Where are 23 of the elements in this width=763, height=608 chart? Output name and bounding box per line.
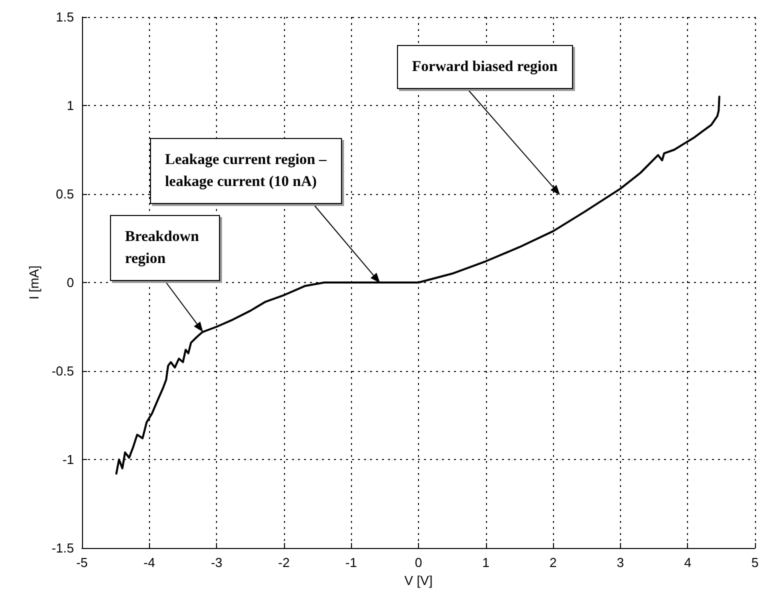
x-tick-label: 4 xyxy=(684,555,692,570)
y-tick-label: 0 xyxy=(66,275,74,290)
y-tick-label: -1.5 xyxy=(52,540,74,556)
x-tick-label: 3 xyxy=(616,555,624,570)
x-tick-label: -2 xyxy=(278,555,290,570)
x-tick-label: 5 xyxy=(751,555,759,570)
x-tick-label: -4 xyxy=(144,555,156,570)
y-tick-label: -0.5 xyxy=(52,364,74,378)
x-tick-label: 2 xyxy=(549,555,557,570)
y-tick-label: -1 xyxy=(62,452,74,467)
x-tick-label: 0 xyxy=(414,555,422,570)
x-tick-label: -3 xyxy=(210,555,222,570)
x-tick-label: 1 xyxy=(482,555,490,570)
x-tick-label: -1 xyxy=(345,555,357,570)
x-axis-title: V [V] xyxy=(404,572,433,588)
y-tick-label: 0.5 xyxy=(56,186,74,202)
y-tick-label: 1 xyxy=(66,98,74,113)
annotation: Leakage current region – leakage current (10 nA) xyxy=(150,138,342,204)
annotation: Forward biased region xyxy=(397,45,573,89)
y-axis-title: I [mA] xyxy=(26,266,42,300)
x-tick-label: -5 xyxy=(76,555,88,570)
y-tick-label: 1.5 xyxy=(56,10,74,24)
annotation: Breakdown region xyxy=(110,215,220,281)
